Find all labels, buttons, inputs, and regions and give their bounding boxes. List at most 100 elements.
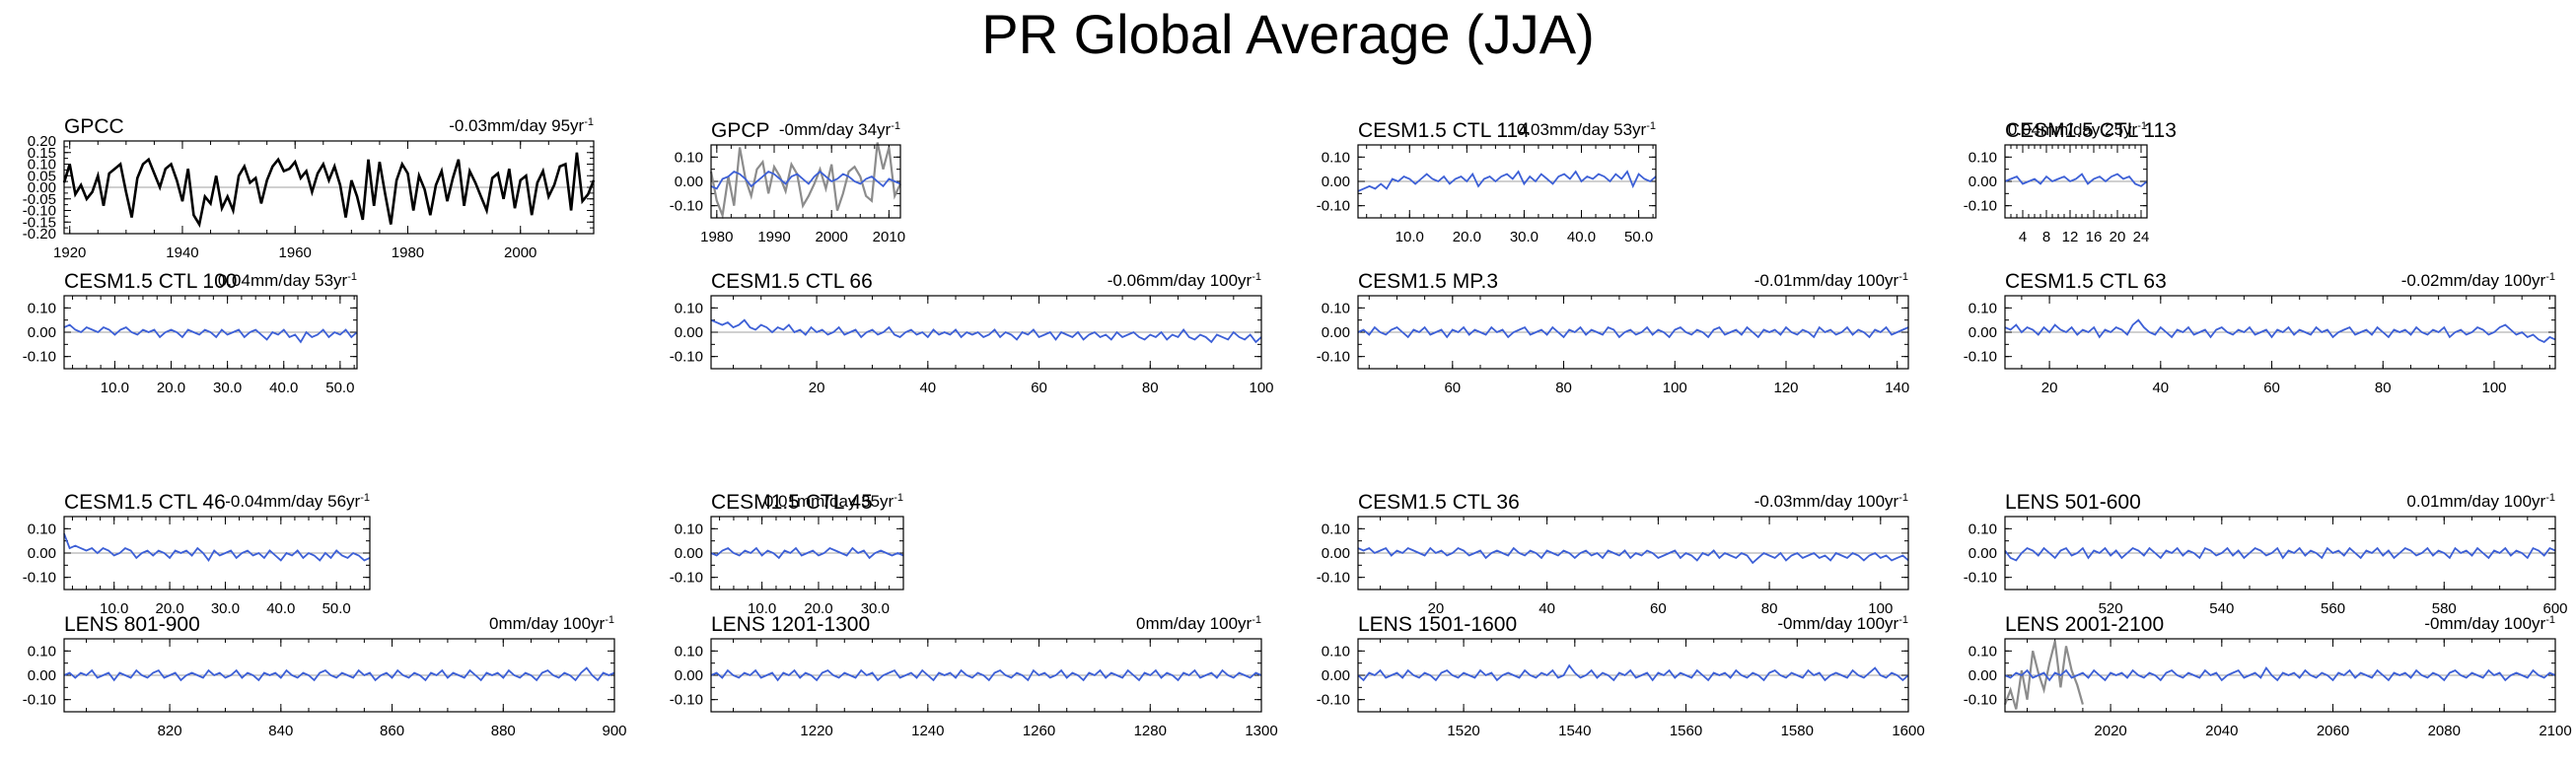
panel: CESM1.5 CTL 66 -0.06mm/day 100yr-1 0.10 0.0… <box>670 270 1274 396</box>
plot-frame <box>710 638 1262 713</box>
series-line <box>2004 318 2556 343</box>
series-line <box>710 546 904 560</box>
x-tick-label: 50.0 <box>1624 229 1653 245</box>
y-tick-label: -0.10 <box>1317 570 1350 587</box>
trend-superscript: -1 <box>605 614 614 626</box>
y-tick-label: 0.10 <box>675 149 703 166</box>
panel: LENS 501-600 0.01mm/day 100yr-1 0.10 0.00 -0… <box>1964 491 2568 617</box>
x-tick-label: 1980 <box>392 244 424 261</box>
trend-label: -0mm/day 34yr-1 <box>779 120 900 139</box>
x-tick-label: 2010 <box>873 229 905 245</box>
trend-label: -0mm/day 100yr-1 <box>2424 614 2555 633</box>
trend-label: -0.02mm/day 100yr-1 <box>2401 271 2555 290</box>
series-line <box>710 170 901 190</box>
x-tick-label: 1540 <box>1558 723 1591 739</box>
y-tick-label: -0.05 <box>23 191 56 208</box>
x-tick-label: 10.0 <box>748 600 776 617</box>
plot-frame <box>2004 638 2556 713</box>
trend-superscript: -1 <box>894 492 903 504</box>
x-tick-label: 1560 <box>1670 723 1702 739</box>
x-tick-label: 12 <box>2062 229 2079 245</box>
x-tick-label: 4 <box>2019 229 2027 245</box>
x-tick-label: 100 <box>1868 600 1893 617</box>
plot-frame <box>710 295 1262 370</box>
x-tick-label: 2080 <box>2428 723 2461 739</box>
x-tick-label: 60 <box>1650 600 1667 617</box>
trend-superscript: -1 <box>2545 614 2555 626</box>
trend-superscript: -1 <box>347 271 357 283</box>
y-tick-label: 0.10 <box>1968 300 1997 316</box>
x-tick-label: 50.0 <box>325 380 354 396</box>
x-tick-label: 1220 <box>800 723 832 739</box>
trend-superscript: -1 <box>1898 614 1908 626</box>
trend-superscript: -1 <box>1898 492 1908 504</box>
x-tick-label: 600 <box>2542 600 2567 617</box>
panel: CESM1.5 CTL 36 -0.03mm/day 100yr-1 0.10 0.0… <box>1317 491 1909 617</box>
x-tick-label: 900 <box>602 723 626 739</box>
trend-superscript: -1 <box>2137 120 2147 132</box>
x-tick-label: 520 <box>2099 600 2123 617</box>
panel-title: CESM1.5 CTL 113 <box>2005 119 2177 142</box>
x-tick-label: 2000 <box>504 244 537 261</box>
y-tick-label: 0.10 <box>1322 521 1350 537</box>
x-tick-label: 30.0 <box>861 600 890 617</box>
panel-title: GPCP <box>711 119 770 142</box>
trend-label: -0.06mm/day 100yr-1 <box>1108 271 1261 290</box>
trend-label: 0.01mm/day 100yr-1 <box>2406 492 2555 511</box>
plot-frame <box>1357 516 1909 591</box>
trend-superscript: -1 <box>584 116 594 128</box>
y-tick-label: -0.15 <box>23 214 56 231</box>
series-line <box>710 668 1262 682</box>
panel-title: CESM1.5 CTL 114 <box>1358 119 1530 142</box>
x-tick-label: 1980 <box>700 229 733 245</box>
series-line <box>2004 173 2148 187</box>
y-tick-label: -0.20 <box>23 226 56 243</box>
x-tick-label: 8 <box>2042 229 2050 245</box>
x-tick-label: 1940 <box>166 244 198 261</box>
y-tick-label: 0.00 <box>1968 324 1997 341</box>
plot-frame <box>1357 638 1909 713</box>
panel: LENS 1201-1300 0mm/day 100yr-1 0.10 0.00 -0.… <box>670 613 1278 739</box>
y-tick-label: -0.10 <box>1317 692 1350 709</box>
trend-label: 0.03mm/day 53yr-1 <box>1517 120 1656 139</box>
trend-superscript: -1 <box>1898 271 1908 283</box>
y-tick-label: 0.10 <box>28 157 56 174</box>
panel-title: CESM1.5 CTL 36 <box>1358 491 1520 514</box>
series-line <box>63 666 615 682</box>
trend-label: 0mm/day 100yr-1 <box>1136 614 1261 633</box>
x-tick-label: 60 <box>2263 380 2280 396</box>
y-tick-label: 0.20 <box>28 133 56 150</box>
x-tick-label: 50.0 <box>322 600 351 617</box>
y-tick-label: 0.10 <box>1322 300 1350 316</box>
panel: CESM1.5 CTL 450.01mm/day 35yr-1 0.10 0.00 -… <box>670 491 904 617</box>
y-tick-label: 0.10 <box>1322 643 1350 660</box>
y-tick-label: 0.00 <box>675 174 703 190</box>
x-tick-label: 820 <box>158 723 182 739</box>
panel-title: CESM1.5 CTL 46 <box>64 491 226 514</box>
y-tick-label: 0.10 <box>1968 149 1997 166</box>
y-tick-label: -0.10 <box>1964 692 1997 709</box>
x-tick-label: 1280 <box>1134 723 1167 739</box>
y-tick-label: 0.00 <box>1322 174 1350 190</box>
plot-frame <box>63 638 615 713</box>
panel-title: CESM1.5 CTL 45 <box>711 491 873 514</box>
x-tick-label: 20.0 <box>155 600 183 617</box>
x-tick-label: 80 <box>1761 600 1778 617</box>
x-tick-label: 20 <box>2041 380 2058 396</box>
y-tick-label: 0.10 <box>28 521 56 537</box>
y-tick-label: 0.00 <box>675 324 703 341</box>
x-tick-label: 1260 <box>1023 723 1055 739</box>
series-line <box>62 152 596 229</box>
x-tick-label: 20.0 <box>1453 229 1481 245</box>
y-tick-label: -0.10 <box>1317 349 1350 366</box>
trend-superscript: -1 <box>360 492 370 504</box>
plot-frame <box>2004 295 2556 370</box>
panel-title: CESM1.5 CTL 66 <box>711 270 873 293</box>
y-tick-label: 0.15 <box>28 145 56 162</box>
trend-superscript: -1 <box>891 120 900 132</box>
y-tick-label: -0.10 <box>23 570 56 587</box>
x-tick-label: 80 <box>1555 380 1572 396</box>
x-tick-label: 100 <box>1249 380 1273 396</box>
x-tick-label: 20 <box>1428 600 1445 617</box>
